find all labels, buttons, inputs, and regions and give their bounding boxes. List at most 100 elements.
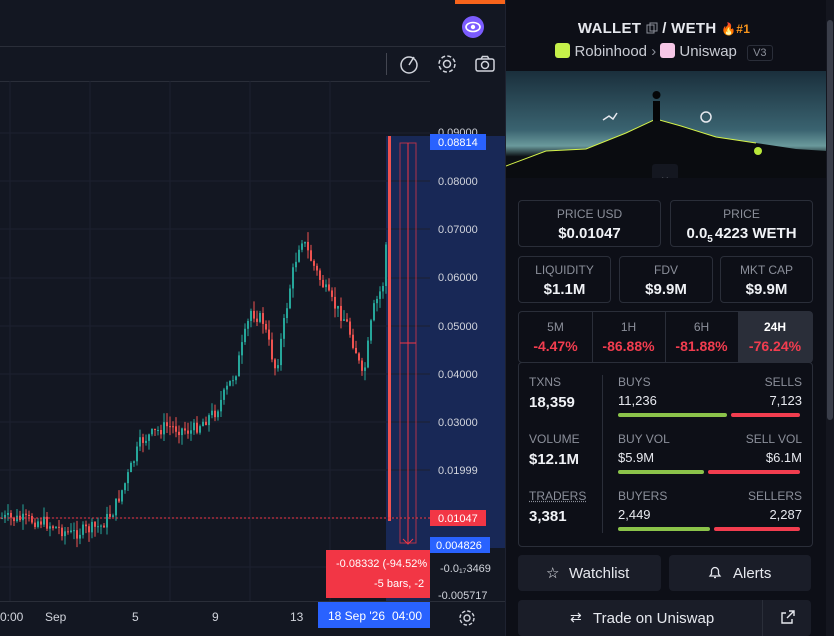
candle-body: [235, 376, 237, 381]
tab-24h[interactable]: 24H -76.24%: [738, 312, 812, 362]
candle-body: [376, 298, 378, 304]
alerts-label: Alerts: [733, 565, 772, 582]
chart-trend-icon: [602, 112, 618, 121]
candle-body: [160, 430, 162, 435]
metric-label: LIQUIDITY: [535, 263, 594, 277]
candle-body: [229, 380, 231, 386]
candle-body: [274, 359, 276, 369]
candle-body: [91, 521, 93, 533]
watchlist-button[interactable]: ☆ Watchlist: [518, 555, 661, 591]
candle-body: [136, 446, 138, 462]
candle-body: [55, 526, 57, 529]
price-usd-label: PRICE USD: [556, 207, 623, 221]
camera-icon[interactable]: [472, 51, 498, 77]
sellers-bar: [714, 527, 800, 531]
candle-body: [31, 515, 33, 523]
price-chart[interactable]: 0.09000 0.08814 0.08000 0.07000 0.06000 …: [0, 81, 505, 601]
traders-label: TRADERS: [529, 489, 587, 503]
tab-6h[interactable]: 6H -81.88%: [665, 312, 739, 362]
candle-body: [208, 415, 210, 426]
price-tick: 0.05000: [438, 321, 478, 333]
candle-body: [238, 355, 240, 377]
volume-value: $12.1M: [529, 451, 580, 468]
sellers-value: 2,287: [769, 507, 802, 522]
candle-body: [184, 428, 186, 431]
gear-icon[interactable]: [434, 51, 460, 77]
candle-body: [280, 338, 282, 366]
candle-body: [301, 243, 303, 250]
price-tick: 0.08000: [438, 176, 478, 188]
candle-body: [73, 530, 75, 532]
chevron-right-icon: ›: [651, 43, 657, 60]
alert-draw-icon[interactable]: [396, 51, 422, 77]
candle-body: [316, 265, 318, 271]
candle-body: [70, 530, 72, 533]
alerts-button[interactable]: Alerts: [669, 555, 811, 591]
time-axis[interactable]: 0:00 Sep 5 9 13 18 Sep '26 04:00: [0, 601, 505, 636]
base-token: WALLET: [577, 20, 642, 37]
token-banner: ⌄: [506, 71, 827, 178]
chevron-down-icon[interactable]: ⌄: [652, 164, 678, 178]
price-axis: 0.09000 0.08814 0.08000 0.07000 0.06000 …: [430, 127, 491, 601]
candle-body: [127, 472, 129, 484]
crosshair-date: 18 Sep '26: [328, 609, 386, 623]
trade-label: Trade on Uniswap: [593, 610, 715, 627]
price-tick: -0.0₁₇3469: [440, 563, 491, 575]
candle-body: [259, 313, 261, 322]
candle-body: [220, 399, 222, 412]
time-tick: 5: [132, 610, 139, 624]
candle-body: [340, 305, 342, 321]
candle-body: [130, 462, 132, 473]
chain-name[interactable]: Robinhood: [574, 43, 648, 60]
candle-body: [10, 512, 12, 518]
sellers-label: SELLERS: [747, 489, 802, 503]
tab-1h[interactable]: 1H -86.88%: [592, 312, 666, 362]
eye-icon[interactable]: [462, 16, 484, 38]
candle-body: [361, 360, 363, 371]
scrollbar-thumb[interactable]: [827, 20, 833, 420]
tab-label: 1H: [620, 320, 637, 334]
tab-5m[interactable]: 5M -4.47%: [519, 312, 593, 362]
candle-body: [106, 513, 108, 528]
price-tick: 0.04000: [438, 369, 478, 381]
trade-divider: [762, 600, 763, 636]
copy-icon[interactable]: [646, 22, 658, 34]
candle-body: [88, 526, 90, 533]
uniswap-icon: [660, 43, 676, 58]
external-link-icon[interactable]: [780, 609, 796, 629]
dex-name[interactable]: Uniswap: [679, 43, 737, 60]
candle-body: [388, 136, 391, 521]
time-tick: 9: [212, 610, 219, 624]
tab-label: 24H: [763, 320, 786, 334]
trade-button[interactable]: ⇄ Trade on Uniswap: [518, 600, 811, 636]
candle-body: [121, 490, 123, 502]
measure-change: -0.08332 (-94.52%: [336, 558, 428, 570]
candle-body: [43, 516, 45, 525]
candle-body: [352, 334, 354, 348]
candle-body: [97, 526, 99, 528]
price-tick: 0.07000: [438, 224, 478, 236]
candle-body: [295, 261, 297, 268]
chart-panel[interactable]: 0.09000 0.08814 0.08000 0.07000 0.06000 …: [0, 0, 505, 636]
buy-vol-label: BUY VOL: [618, 432, 670, 446]
candle-body: [214, 410, 216, 418]
candle-body: [100, 525, 102, 527]
trending-rank: 🔥#1: [721, 22, 750, 36]
candle-body: [13, 517, 15, 522]
tab-change: -86.88%: [602, 338, 655, 354]
candle-body: [139, 437, 141, 447]
candle-body: [28, 514, 30, 516]
high-price-label-bg: [430, 134, 486, 150]
time-tick: 0:00: [0, 610, 24, 624]
candle-body: [124, 483, 126, 491]
buys-bar: [618, 413, 727, 417]
candle-body: [358, 353, 360, 361]
price-native-rest: 4223 WETH: [714, 225, 797, 242]
pair-info-panel: WALLET / WETH 🔥#1 Robinhood › Uniswap V3…: [505, 0, 834, 636]
candle-body: [202, 421, 204, 427]
axis-settings-icon[interactable]: [456, 607, 478, 629]
candle-body: [79, 534, 81, 539]
mkt-cap-card: MKT CAP $9.9M: [720, 256, 813, 303]
candle-body: [145, 440, 147, 443]
candle-body: [370, 320, 372, 341]
